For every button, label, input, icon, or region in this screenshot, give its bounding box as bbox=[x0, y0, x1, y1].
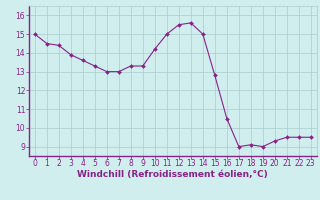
X-axis label: Windchill (Refroidissement éolien,°C): Windchill (Refroidissement éolien,°C) bbox=[77, 170, 268, 179]
